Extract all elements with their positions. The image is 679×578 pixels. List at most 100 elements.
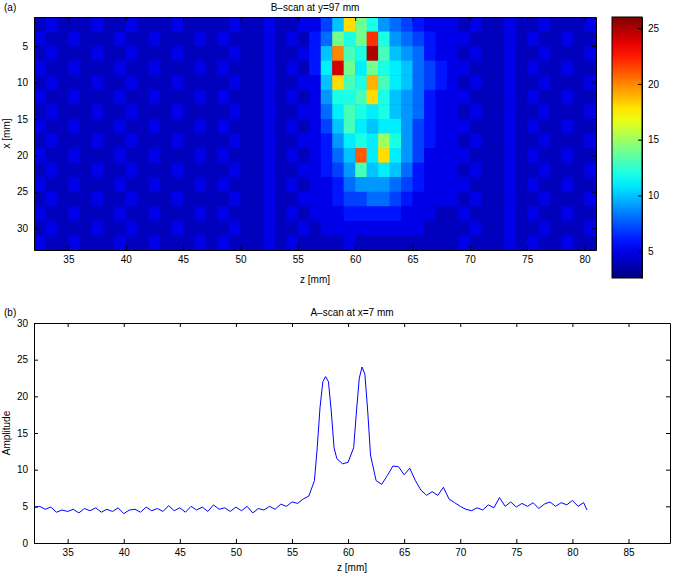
heatmap-cell	[585, 206, 596, 221]
heatmap-cell	[45, 32, 57, 47]
colorbar-axis-tick: 10	[638, 190, 660, 201]
heatmap-cell	[504, 177, 516, 192]
heatmap-cell	[527, 235, 539, 250]
x-axis-tick-label: 60	[350, 254, 362, 265]
heatmap-cell	[573, 177, 585, 192]
heatmap-cell	[137, 134, 149, 149]
heatmap-cell	[539, 32, 551, 47]
heatmap-cell	[309, 119, 321, 134]
heatmap-cell	[114, 104, 126, 119]
heatmap-cell	[573, 61, 585, 76]
heatmap-cell	[539, 235, 551, 250]
heatmap-cell	[45, 46, 57, 61]
heatmap-cell	[344, 90, 356, 105]
x-axis-tick-label: 45	[178, 254, 190, 265]
heatmap-cell	[401, 192, 413, 207]
heatmap-cell	[80, 61, 92, 76]
heatmap-cell	[183, 221, 195, 236]
x-axis-top-tick-mark	[68, 323, 69, 327]
heatmap-cell	[172, 90, 184, 105]
heatmap-cell	[34, 90, 46, 105]
heatmap-cell	[149, 221, 161, 236]
heatmap-cell	[229, 17, 241, 32]
heatmap-cell	[332, 46, 344, 61]
heatmap-cell	[481, 32, 493, 47]
heatmap-cell	[390, 119, 402, 134]
heatmap-cell	[390, 90, 402, 105]
heatmap-cell	[298, 148, 310, 163]
heatmap-cell	[252, 235, 264, 250]
heatmap-cell	[424, 206, 436, 221]
heatmap-cell	[57, 206, 69, 221]
heatmap-cell	[34, 206, 46, 221]
x-axis-tick-label: 55	[293, 254, 305, 265]
heatmap-cell	[91, 104, 103, 119]
heatmap-cell	[550, 134, 562, 149]
heatmap-cell	[309, 221, 321, 236]
heatmap-cell	[550, 119, 562, 134]
heatmap-cell	[34, 148, 46, 163]
heatmap-cell	[275, 119, 287, 134]
heatmap-cell	[229, 206, 241, 221]
heatmap-cell	[504, 163, 516, 178]
y-axis-right-tick-mark	[592, 228, 596, 229]
x-axis-tick: 65	[399, 539, 411, 558]
heatmap-cell	[229, 177, 241, 192]
heatmap-cell	[45, 104, 57, 119]
x-axis-top-tick	[355, 17, 356, 21]
heatmap-cell	[229, 119, 241, 134]
heatmap-cell	[516, 177, 528, 192]
heatmap-cell	[252, 163, 264, 178]
heatmap-cell	[172, 163, 184, 178]
heatmap-cell	[240, 206, 252, 221]
heatmap-cell	[355, 177, 367, 192]
heatmap-cell	[195, 163, 207, 178]
heatmap-cell	[126, 61, 138, 76]
colorbar-axis: 510152025	[638, 18, 660, 279]
heatmap-cell	[585, 104, 596, 119]
heatmap-cell	[401, 148, 413, 163]
heatmap-cell	[252, 134, 264, 149]
heatmap-cell	[45, 192, 57, 207]
y-axis-title: x [mm]	[1, 118, 12, 148]
heatmap-cell	[562, 61, 574, 76]
heatmap-cell	[470, 46, 482, 61]
x-axis-tick-label: 50	[235, 254, 247, 265]
heatmap-cell	[195, 235, 207, 250]
panel-label: (a)	[4, 2, 16, 13]
heatmap-cell	[263, 235, 275, 250]
heatmap-cell	[137, 75, 149, 90]
x-axis-top-tick	[404, 323, 405, 327]
heatmap-cell	[160, 46, 172, 61]
heatmap-cell	[321, 119, 333, 134]
heatmap-cell	[481, 163, 493, 178]
heatmap-cell	[103, 90, 115, 105]
x-axis-top-tick	[68, 17, 69, 21]
heatmap-cell	[573, 206, 585, 221]
heatmap-cell	[45, 148, 57, 163]
x-axis-tick-mark	[628, 539, 629, 543]
x-axis-top-tick	[183, 17, 184, 21]
heatmap-cell	[585, 192, 596, 207]
heatmap-cell	[378, 235, 390, 250]
heatmap-cell	[183, 206, 195, 221]
heatmap-cell	[412, 46, 424, 61]
heatmap-cell	[401, 134, 413, 149]
heatmap-cell	[424, 75, 436, 90]
heatmap-cell	[240, 177, 252, 192]
y-axis-tick-label: 25	[17, 354, 29, 365]
heatmap-cell	[539, 90, 551, 105]
heatmap-cell	[321, 192, 333, 207]
heatmap-cell	[218, 90, 230, 105]
heatmap-cell	[91, 32, 103, 47]
x-axis-top-tick	[585, 17, 586, 21]
x-axis-top-tick-mark	[68, 17, 69, 21]
heatmap-cell	[458, 177, 470, 192]
heatmap-cell	[206, 104, 218, 119]
heatmap-cell	[34, 192, 46, 207]
heatmap-cell	[367, 32, 379, 47]
heatmap-cell	[195, 119, 207, 134]
heatmap-cell	[435, 192, 447, 207]
x-axis-top-tick-mark	[412, 17, 413, 21]
x-axis-tick-mark	[126, 246, 127, 250]
